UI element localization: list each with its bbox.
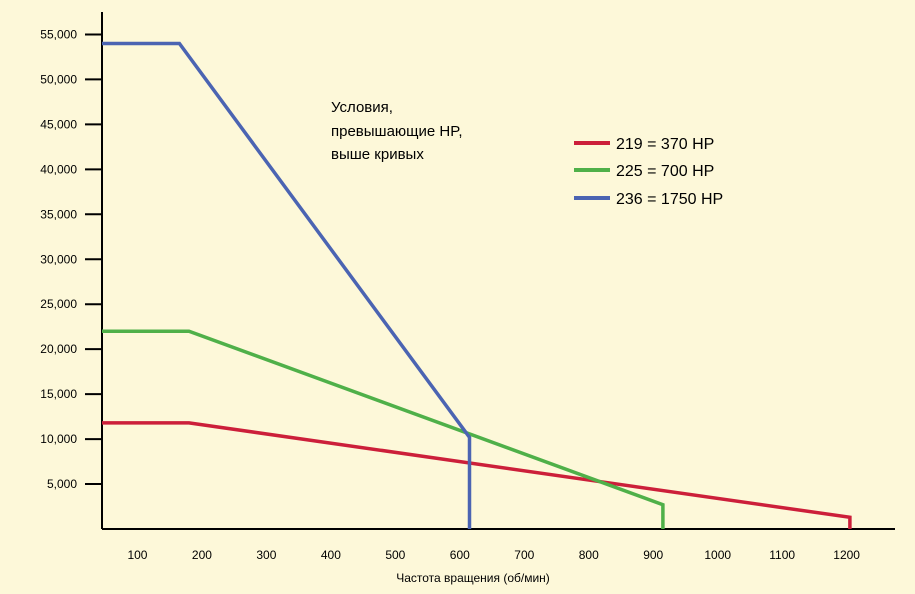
y-tick-label: 10,000 [40, 432, 77, 446]
annotation-line-3: выше кривых [331, 146, 424, 163]
x-tick-label: 1200 [833, 548, 860, 562]
x-tick-label: 100 [127, 548, 147, 562]
annotation-line-1: Условия, [331, 99, 393, 116]
y-tick-label: 25,000 [40, 297, 77, 311]
x-tick-label: 600 [450, 548, 470, 562]
x-tick-label: 500 [385, 548, 405, 562]
y-tick-label: 45,000 [40, 117, 77, 131]
y-tick-label: 15,000 [40, 387, 77, 401]
series-lines [102, 41, 852, 529]
y-tick-label: 50,000 [40, 72, 77, 86]
y-tick-label: 20,000 [40, 342, 77, 356]
series-line-0 [102, 421, 852, 529]
legend-label-225: 225 = 700 HP [616, 163, 714, 180]
y-tick-label: 35,000 [40, 207, 77, 221]
axes [101, 12, 895, 530]
legend-label-236: 236 = 1750 HP [616, 191, 723, 208]
x-ticks: 100 200 300 400 500 600 700 800 900 1000 1100 1200 [127, 548, 860, 562]
annotation: Условия, превышающие HP, выше кривых [331, 99, 462, 163]
x-tick-label: 1100 [769, 548, 795, 562]
y-tick-label: 55,000 [40, 27, 77, 41]
x-tick-label: 1000 [704, 548, 731, 562]
x-tick-label: 900 [643, 548, 663, 562]
annotation-line-2: превышающие HP, [331, 123, 462, 140]
x-tick-label: 800 [579, 548, 599, 562]
x-tick-label: 400 [321, 548, 341, 562]
series-line-1 [102, 329, 665, 529]
legend-label-219: 219 = 370 HP [616, 136, 714, 153]
x-tick-label: 700 [514, 548, 534, 562]
series-line-2 [102, 41, 472, 529]
y-tick-label: 30,000 [40, 252, 77, 266]
x-tick-label: 300 [256, 548, 276, 562]
legend: 219 = 370 HP 225 = 700 HP 236 = 1750 HP [574, 136, 723, 208]
y-tick-label: 40,000 [40, 162, 77, 176]
y-tick-label: 5,000 [47, 477, 77, 491]
y-ticks: 5,000 10,000 15,000 20,000 25,000 30,000 35,00… [40, 27, 102, 491]
x-tick-label: 200 [192, 548, 212, 562]
x-axis-label: Частота вращения (об/мин) [396, 571, 550, 585]
